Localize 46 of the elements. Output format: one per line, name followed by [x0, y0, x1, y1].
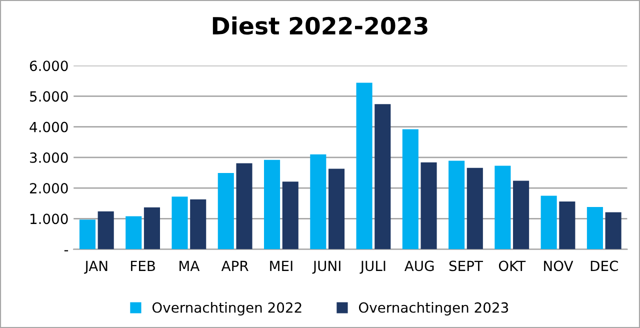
bar — [190, 199, 206, 250]
y-tick-label: 1.000 — [30, 214, 68, 224]
bar — [494, 166, 511, 250]
bar — [513, 180, 530, 250]
x-tick-label: OKT — [498, 260, 526, 272]
chart-title: Diest 2022-2023 — [212, 16, 428, 35]
y-tick-label: 2.000 — [30, 183, 68, 194]
bar — [98, 211, 114, 250]
x-tick-label: AUG — [404, 260, 434, 272]
bar — [144, 207, 160, 250]
x-tick-label: MA — [180, 260, 200, 271]
x-tick-label: NOV — [544, 260, 574, 272]
bar — [236, 163, 252, 250]
bar — [374, 104, 391, 250]
bar — [586, 207, 603, 250]
y-tick-label: 3.000 — [30, 152, 68, 163]
bar — [466, 168, 483, 250]
bar — [172, 196, 188, 250]
y-tick-label: 6.000 — [30, 60, 68, 72]
x-tick-label: SEPT — [449, 260, 483, 272]
bar — [126, 216, 142, 250]
bar — [420, 162, 437, 250]
bar — [328, 168, 345, 250]
y-tick-label: 5.000 — [30, 91, 68, 102]
bar — [356, 82, 372, 250]
x-tick-label: JUNI — [312, 260, 340, 274]
bar — [310, 154, 326, 250]
bar — [540, 196, 557, 250]
x-tick-label: FEB — [131, 260, 155, 271]
bar — [79, 220, 96, 250]
x-tick-label: APR — [221, 260, 248, 271]
bar — [402, 129, 418, 250]
bar — [282, 182, 298, 250]
bar — [605, 212, 622, 250]
bar — [559, 202, 576, 250]
bar — [264, 160, 280, 250]
legend-label: Overnachtingen 2022 — [152, 302, 302, 316]
y-tick-label: 4.000 — [30, 122, 68, 132]
x-tick-label: DEC — [590, 260, 618, 272]
x-tick-label: JULI — [360, 260, 386, 274]
bar — [218, 173, 234, 250]
x-tick-label: JAN — [84, 260, 108, 274]
bar — [448, 160, 465, 250]
y-tick-label: - — [64, 250, 68, 252]
legend-label: Overnachtingen 2023 — [358, 302, 508, 316]
x-tick-label: MEI — [270, 260, 292, 271]
